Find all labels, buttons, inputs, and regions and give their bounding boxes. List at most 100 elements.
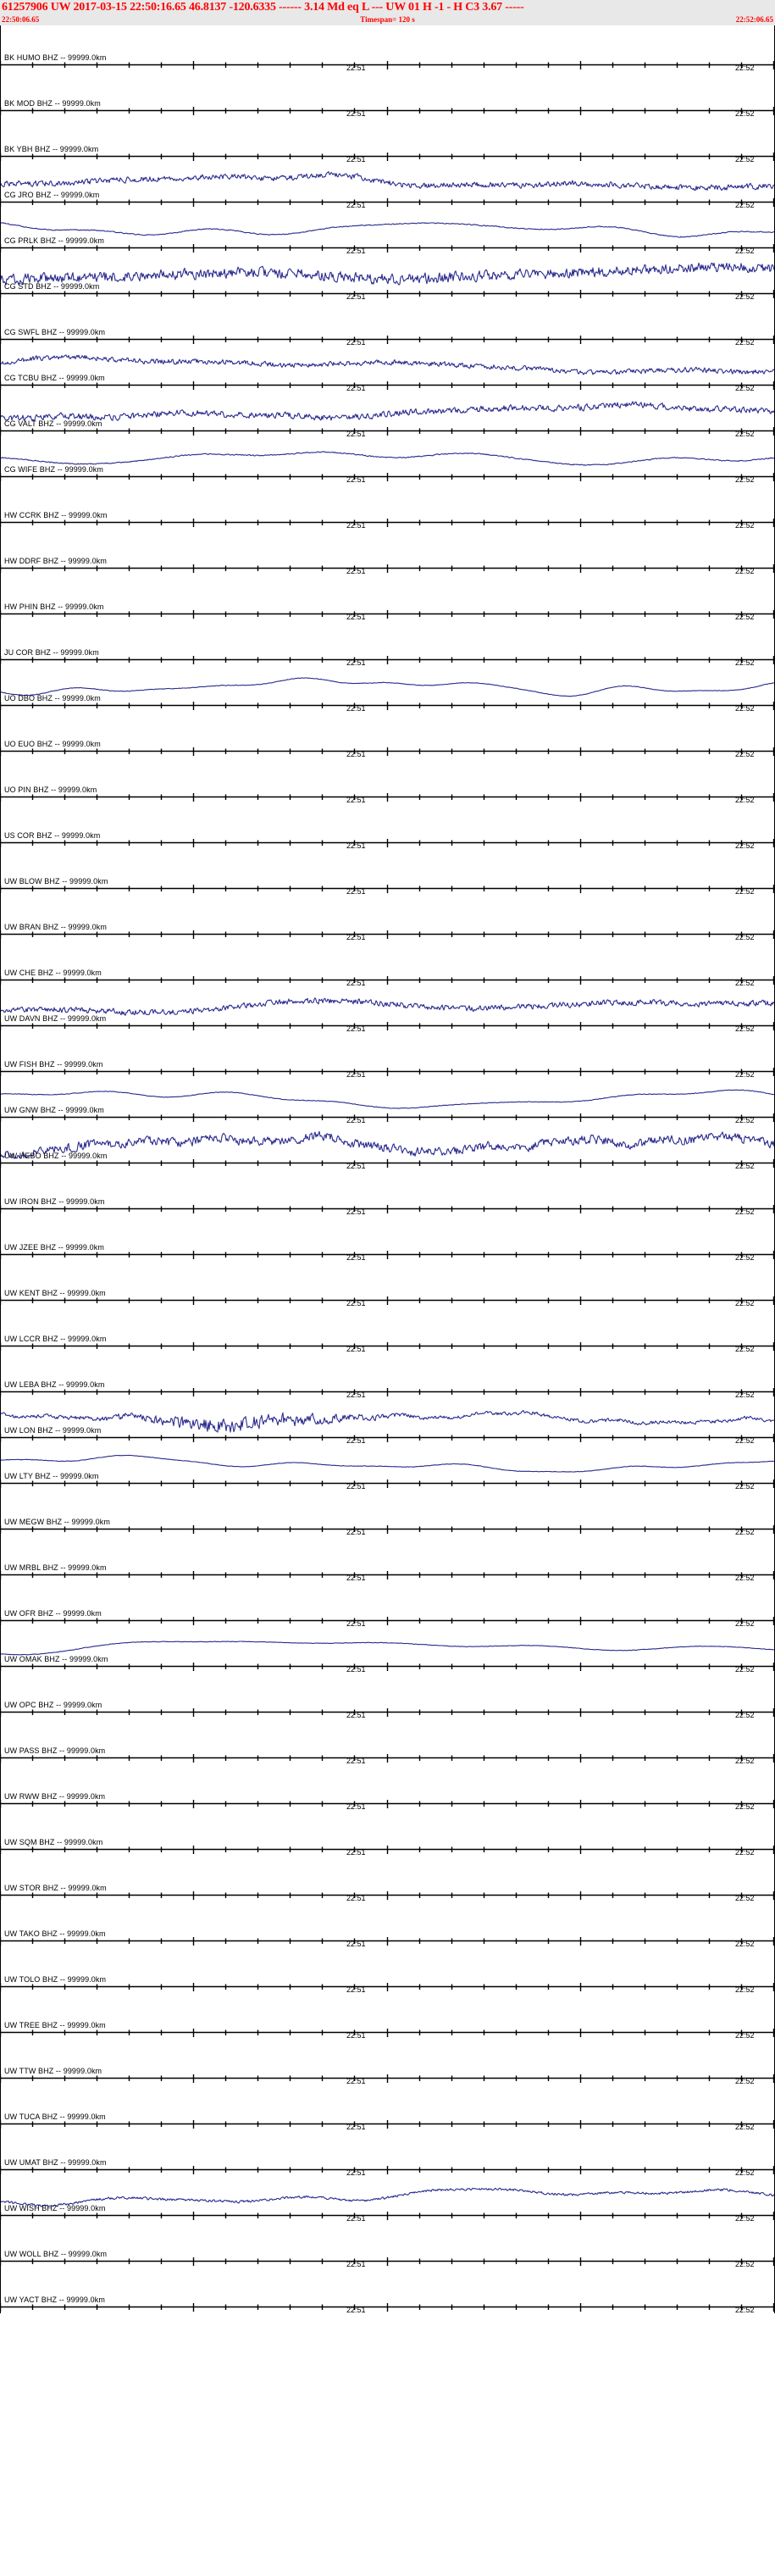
trace-row[interactable]: UW DAVN BHZ -- 99999.0km 22:51 22:52: [0, 986, 775, 1032]
trace-row[interactable]: UW KENT BHZ -- 99999.0km 22:51 22:52: [0, 1261, 775, 1307]
trace-row[interactable]: UW WOLL BHZ -- 99999.0km 22:51 22:52: [0, 2222, 775, 2268]
trace-row[interactable]: UO PIN BHZ -- 99999.0km 22:51 22:52: [0, 758, 775, 803]
axis-time-label-1: 22:51: [346, 475, 366, 484]
trace-row[interactable]: UW MRBL BHZ -- 99999.0km 22:51 22:52: [0, 1535, 775, 1581]
plot-frame-left: [0, 1718, 1, 1764]
trace-row[interactable]: CG JRO BHZ -- 99999.0km 22:51 22:52: [0, 163, 775, 208]
waveform-plot: [0, 437, 775, 483]
trace-row[interactable]: UW OPC BHZ -- 99999.0km 22:51 22:52: [0, 1673, 775, 1718]
trace-row[interactable]: BK MOD BHZ -- 99999.0km 22:51 22:52: [0, 71, 775, 117]
plot-frame-left: [0, 117, 1, 163]
channel-label: US COR BHZ -- 99999.0km: [4, 831, 101, 840]
plot-frame-left: [0, 803, 1, 849]
channel-label: UW JZEE BHZ -- 99999.0km: [4, 1243, 104, 1252]
trace-row[interactable]: HW PHIN BHZ -- 99999.0km 22:51 22:52: [0, 575, 775, 620]
channel-label: UW OPC BHZ -- 99999.0km: [4, 1701, 102, 1709]
plot-frame-left: [0, 1261, 1, 1307]
channel-label: UW IRON BHZ -- 99999.0km: [4, 1197, 105, 1206]
waveform-plot: [0, 208, 775, 254]
trace-row[interactable]: CG STD BHZ -- 99999.0km 22:51 22:52: [0, 254, 775, 300]
trace-row[interactable]: UW FISH BHZ -- 99999.0km 22:51 22:52: [0, 1032, 775, 1078]
trace-row[interactable]: BK HUMO BHZ -- 99999.0km 22:51 22:52: [0, 25, 775, 71]
time-axis: [0, 336, 775, 346]
time-axis: [0, 793, 775, 803]
axis-time-label-1: 22:51: [346, 1391, 366, 1399]
trace-row[interactable]: CG TCBU BHZ -- 99999.0km 22:51 22:52: [0, 346, 775, 391]
trace-row[interactable]: UW IRON BHZ -- 99999.0km 22:51 22:52: [0, 1169, 775, 1215]
trace-row[interactable]: CG PRLK BHZ -- 99999.0km 22:51 22:52: [0, 208, 775, 254]
trace-row[interactable]: UW OFR BHZ -- 99999.0km 22:51 22:52: [0, 1581, 775, 1627]
plot-frame-left: [0, 986, 1, 1032]
trace-row[interactable]: CG WIFE BHZ -- 99999.0km 22:51 22:52: [0, 437, 775, 483]
trace-row[interactable]: UW WISH BHZ -- 99999.0km 22:51 22:52: [0, 2176, 775, 2222]
time-axis: [0, 1159, 775, 1169]
trace-row[interactable]: UW RWW BHZ -- 99999.0km 22:51 22:52: [0, 1764, 775, 1810]
trace-row[interactable]: JU COR BHZ -- 99999.0km 22:51 22:52: [0, 620, 775, 666]
trace-row[interactable]: UW LTY BHZ -- 99999.0km 22:51 22:52: [0, 1444, 775, 1490]
channel-label: UW TOLO BHZ -- 99999.0km: [4, 1975, 107, 1984]
plot-frame-left: [0, 1352, 1, 1398]
channel-label: UW LTY BHZ -- 99999.0km: [4, 1472, 99, 1480]
waveform-plot: [0, 2176, 775, 2222]
axis-time-label-1: 22:51: [346, 2168, 366, 2177]
plot-frame-left: [0, 437, 1, 483]
channel-label: CG TCBU BHZ -- 99999.0km: [4, 374, 105, 382]
axis-time-label-1: 22:51: [346, 2123, 366, 2131]
axis-time-label-2: 22:52: [735, 247, 755, 255]
axis-time-label-2: 22:52: [735, 613, 755, 621]
trace-row[interactable]: HW DDRF BHZ -- 99999.0km 22:51 22:52: [0, 529, 775, 575]
trace-row[interactable]: UW TTW BHZ -- 99999.0km 22:51 22:52: [0, 2039, 775, 2085]
trace-row[interactable]: UW TAKO BHZ -- 99999.0km 22:51 22:52: [0, 1901, 775, 1947]
trace-row[interactable]: UW GNW BHZ -- 99999.0km 22:51 22:52: [0, 1078, 775, 1124]
trace-row[interactable]: UW UMAT BHZ -- 99999.0km 22:51 22:52: [0, 2130, 775, 2176]
trace-row[interactable]: UW TUCA BHZ -- 99999.0km 22:51 22:52: [0, 2085, 775, 2130]
axis-time-label-2: 22:52: [735, 2123, 755, 2131]
trace-row[interactable]: UW JZEE BHZ -- 99999.0km 22:51 22:52: [0, 1215, 775, 1261]
trace-row[interactable]: UW LCCR BHZ -- 99999.0km 22:51 22:52: [0, 1307, 775, 1352]
trace-row[interactable]: UW TOLO BHZ -- 99999.0km 22:51 22:52: [0, 1947, 775, 1993]
event-summary-line: 61257906 UW 2017-03-15 22:50:16.65 46.81…: [2, 1, 524, 14]
trace-row[interactable]: UW HEBO BHZ -- 99999.0km 22:51 22:52: [0, 1124, 775, 1169]
axis-time-label-1: 22:51: [346, 1528, 366, 1536]
plot-frame-left: [0, 712, 1, 758]
trace-row[interactable]: UW PASS BHZ -- 99999.0km 22:51 22:52: [0, 1718, 775, 1764]
time-axis: [0, 1296, 775, 1307]
axis-time-label-1: 22:51: [346, 1070, 366, 1079]
trace-row[interactable]: UW YACT BHZ -- 99999.0km 22:51 22:52: [0, 2268, 775, 2313]
trace-row[interactable]: UW SQM BHZ -- 99999.0km 22:51 22:52: [0, 1810, 775, 1856]
trace-row[interactable]: UW MEGW BHZ -- 99999.0km 22:51 22:52: [0, 1490, 775, 1535]
trace-row[interactable]: CG VALT BHZ -- 99999.0km 22:51 22:52: [0, 391, 775, 437]
timespan-bar: 22:50:06.65 Timespan= 120 s 22:52:06.65: [0, 15, 775, 25]
trace-row[interactable]: UO EUO BHZ -- 99999.0km 22:51 22:52: [0, 712, 775, 758]
plot-frame-left: [0, 1673, 1, 1718]
trace-row[interactable]: BK YBH BHZ -- 99999.0km 22:51 22:52: [0, 117, 775, 163]
axis-time-label-2: 22:52: [735, 64, 755, 72]
trace-row[interactable]: UW BLOW BHZ -- 99999.0km 22:51 22:52: [0, 849, 775, 895]
trace-row[interactable]: UW STOR BHZ -- 99999.0km 22:51 22:52: [0, 1856, 775, 1901]
axis-time-label-1: 22:51: [346, 2077, 366, 2085]
time-axis: [0, 1251, 775, 1261]
trace-row[interactable]: UW LEBA BHZ -- 99999.0km 22:51 22:52: [0, 1352, 775, 1398]
axis-time-label-1: 22:51: [346, 2260, 366, 2268]
channel-label: UW BRAN BHZ -- 99999.0km: [4, 923, 107, 931]
plot-frame-left: [0, 1627, 1, 1673]
trace-row[interactable]: UW LON BHZ -- 99999.0km 22:51 22:52: [0, 1398, 775, 1444]
channel-label: CG PRLK BHZ -- 99999.0km: [4, 236, 104, 245]
trace-row[interactable]: UO DBO BHZ -- 99999.0km 22:51 22:52: [0, 666, 775, 712]
axis-time-label-2: 22:52: [735, 1528, 755, 1536]
trace-row[interactable]: UW CHE BHZ -- 99999.0km 22:51 22:52: [0, 941, 775, 986]
plot-frame-left: [0, 1398, 1, 1444]
channel-label: UW STOR BHZ -- 99999.0km: [4, 1884, 107, 1892]
trace-row[interactable]: UW BRAN BHZ -- 99999.0km 22:51 22:52: [0, 895, 775, 941]
trace-row[interactable]: CG SWFL BHZ -- 99999.0km 22:51 22:52: [0, 300, 775, 346]
trace-row[interactable]: UW TREE BHZ -- 99999.0km 22:51 22:52: [0, 1993, 775, 2039]
time-axis: [0, 976, 775, 986]
channel-label: UW TUCA BHZ -- 99999.0km: [4, 2112, 106, 2121]
time-axis: [0, 1022, 775, 1032]
axis-time-label-2: 22:52: [735, 1985, 755, 1994]
trace-row[interactable]: HW CCRK BHZ -- 99999.0km 22:51 22:52: [0, 483, 775, 529]
time-axis: [0, 885, 775, 895]
trace-row[interactable]: UW OMAK BHZ -- 99999.0km 22:51 22:52: [0, 1627, 775, 1673]
trace-row[interactable]: US COR BHZ -- 99999.0km 22:51 22:52: [0, 803, 775, 849]
channel-label: UW BLOW BHZ -- 99999.0km: [4, 877, 108, 886]
